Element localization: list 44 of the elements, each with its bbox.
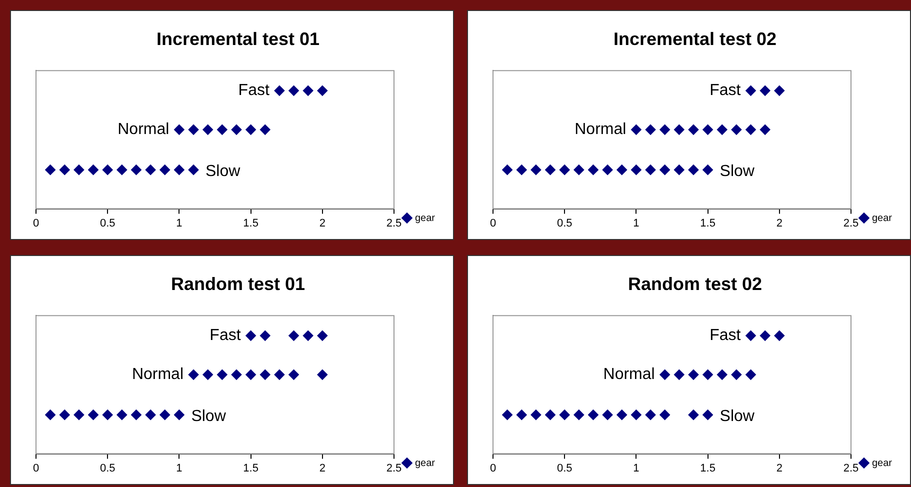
annotation: Fast xyxy=(710,327,742,344)
x-tick-label: 1 xyxy=(633,217,640,230)
x-tick-label: 0 xyxy=(32,462,40,474)
annotation: Fast xyxy=(238,82,270,100)
x-tick-label: 1 xyxy=(176,217,182,230)
x-tick-label: 1.5 xyxy=(243,217,258,230)
x-tick-label: 2.5 xyxy=(386,462,402,474)
x-tick-label: 2 xyxy=(776,217,782,230)
legend-label: gear xyxy=(872,212,893,224)
x-tick-label: 2.5 xyxy=(386,217,402,230)
x-tick-label: 0 xyxy=(490,462,496,474)
x-tick-label: 2.5 xyxy=(843,217,859,230)
x-tick-label: 1.5 xyxy=(700,462,716,474)
chart-title: Incremental test 01 xyxy=(156,28,320,49)
x-tick-label: 1.5 xyxy=(700,217,716,230)
chart-title: Incremental test 02 xyxy=(613,28,777,49)
annotation: Slow xyxy=(191,408,226,426)
annotation: Slow xyxy=(720,408,755,426)
annotation: Normal xyxy=(132,366,184,384)
annotation: Normal xyxy=(118,121,170,138)
annotation: Fast xyxy=(710,82,742,100)
x-tick-label: 1 xyxy=(176,462,182,474)
legend-label: gear xyxy=(414,458,436,469)
chart-title: Random test 01 xyxy=(170,274,306,294)
x-tick-label: 2 xyxy=(319,462,326,474)
legend-label: gear xyxy=(414,212,436,224)
chart-title: Random test 02 xyxy=(628,274,762,294)
x-tick-label: 0.5 xyxy=(100,462,116,474)
annotation: Slow xyxy=(206,163,241,180)
legend-label: gear xyxy=(872,458,893,469)
x-tick-label: 1.5 xyxy=(243,462,258,474)
x-tick-label: 2.5 xyxy=(843,462,859,474)
x-tick-label: 0 xyxy=(490,217,496,230)
x-tick-label: 2 xyxy=(776,462,782,474)
x-tick-label: 0.5 xyxy=(556,462,572,474)
x-tick-label: 0 xyxy=(32,217,40,230)
x-tick-label: 1 xyxy=(633,462,640,474)
annotation: Normal xyxy=(603,366,655,384)
x-tick-label: 0.5 xyxy=(100,217,116,230)
annotation: Fast xyxy=(210,327,242,344)
x-tick-label: 2 xyxy=(319,217,326,230)
annotation: Slow xyxy=(720,163,755,180)
x-tick-label: 0.5 xyxy=(556,217,572,230)
annotation: Normal xyxy=(574,121,626,138)
